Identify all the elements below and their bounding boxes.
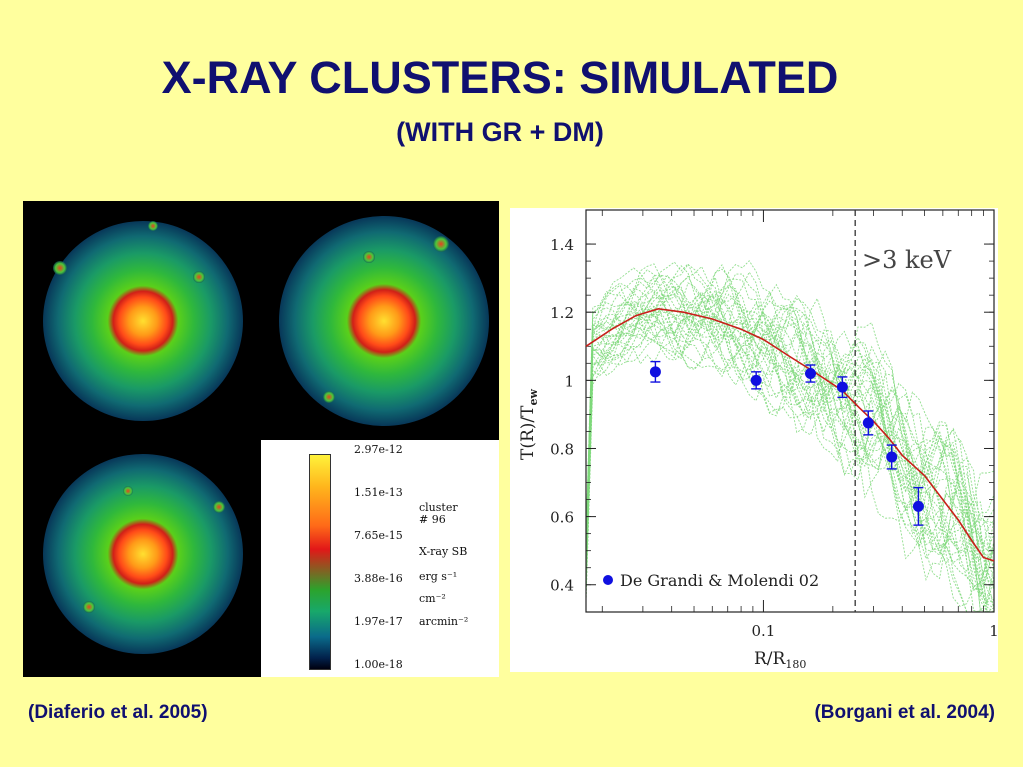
simulated-profile-line xyxy=(585,293,995,583)
simulated-profile-line xyxy=(585,274,995,572)
simulated-profile-line xyxy=(585,261,995,608)
plot-frame xyxy=(585,209,995,613)
simulated-profile-line xyxy=(585,305,995,582)
substructure-clump xyxy=(213,501,225,513)
data-point xyxy=(804,368,816,380)
colorbar-label-line: X-ray SB xyxy=(419,545,468,558)
slide-subtitle: (WITH GR + DM) xyxy=(396,117,604,147)
chart-svg: 0.4 0.6 0.8 1 1.2 1.4 0.1 1 >3 keV R/R180 T(R)/… xyxy=(518,209,999,671)
colorbar-legend: 2.97e-12 1.51e-13 7.65e-15 3.88e-16 1.97… xyxy=(261,440,499,677)
threshold-annotation: >3 keV xyxy=(862,246,952,274)
colorbar-tick: 1.00e-18 xyxy=(354,658,403,671)
substructure-clump xyxy=(323,391,335,403)
simulated-profile-line xyxy=(585,263,995,582)
simulated-profile-line xyxy=(585,286,995,556)
simulated-profile-line xyxy=(585,275,995,607)
data-point xyxy=(862,417,874,429)
data-point xyxy=(649,366,661,378)
simulated-profile-line xyxy=(585,294,994,613)
simulated-profile-line xyxy=(585,294,995,613)
simulated-profile-line xyxy=(585,314,995,602)
colorbar-label-line: # 96 xyxy=(419,513,446,526)
simulated-profile-line xyxy=(585,273,995,572)
xray-maps-panel: 2.97e-12 1.51e-13 7.65e-15 3.88e-16 1.97… xyxy=(23,201,499,677)
chart-legend: De Grandi & Molendi 02 xyxy=(603,571,819,590)
caption-left: (Diaferio et al. 2005) xyxy=(28,702,208,723)
chart-marks xyxy=(585,210,995,612)
temperature-profile-chart: 0.4 0.6 0.8 1 1.2 1.4 0.1 1 >3 keV R/R180 T(R)/… xyxy=(510,208,999,672)
simulated-profile-line xyxy=(585,289,995,554)
chart-axes: 0.4 0.6 0.8 1 1.2 1.4 0.1 1 xyxy=(550,209,999,640)
simulated-profile-line xyxy=(585,282,994,613)
simulated-profile-line xyxy=(585,308,994,613)
simulated-profile-line xyxy=(585,265,995,603)
data-point xyxy=(750,374,762,386)
substructure-clump xyxy=(123,486,133,496)
substructure-clump xyxy=(53,261,67,275)
y-axis-label: T(R)/Tew xyxy=(518,389,540,460)
slide-title: X-RAY CLUSTERS: SIMULATED xyxy=(161,52,839,103)
colorbar-label-line: arcmin⁻² xyxy=(419,615,469,628)
y-tick-label: 0.8 xyxy=(550,440,574,458)
colorbar-tick: 1.97e-17 xyxy=(354,615,403,628)
simulated-profile-line xyxy=(585,274,995,572)
colorbar-tick: 3.88e-16 xyxy=(354,572,403,585)
mean-profile-line xyxy=(585,307,995,562)
x-axis-label: R/R180 xyxy=(754,649,806,671)
y-tick-label: 1 xyxy=(564,372,574,390)
substructure-clump xyxy=(148,221,158,231)
cluster-map-2 xyxy=(279,216,489,426)
simulated-profiles xyxy=(585,260,995,613)
substructure-clump xyxy=(433,236,449,252)
simulated-profile-line xyxy=(585,260,995,557)
y-tick-label: 1.2 xyxy=(550,304,574,322)
substructure-clump xyxy=(363,251,375,263)
simulated-profile-line xyxy=(585,293,995,613)
cluster-map-3 xyxy=(43,454,243,654)
simulated-profile-line xyxy=(585,263,995,591)
simulated-profile-line xyxy=(585,306,995,602)
data-point xyxy=(886,451,898,463)
caption-right: (Borgani et al. 2004) xyxy=(814,702,995,723)
simulated-profile-line xyxy=(585,306,994,613)
y-tick-label: 0.6 xyxy=(550,509,574,527)
simulated-profile-line xyxy=(585,309,995,606)
substructure-clump xyxy=(83,601,95,613)
simulated-profile-line xyxy=(585,291,995,555)
legend-marker xyxy=(603,575,613,585)
simulated-profile-line xyxy=(585,316,995,609)
data-point xyxy=(912,500,924,512)
colorbar-tick: 7.65e-15 xyxy=(354,529,403,542)
colorbar-label-line: cm⁻² xyxy=(419,592,446,605)
colorbar-label-line: cluster xyxy=(419,501,458,514)
colorbar-tick: 1.51e-13 xyxy=(354,486,403,499)
simulated-profile-line xyxy=(585,273,995,613)
legend-label: De Grandi & Molendi 02 xyxy=(620,571,819,590)
simulated-profile-line xyxy=(585,286,995,610)
y-tick-label: 0.4 xyxy=(550,577,574,595)
cluster-map-1 xyxy=(43,221,243,421)
x-tick-label: 1 xyxy=(989,622,998,640)
x-tick-label: 0.1 xyxy=(752,622,776,640)
colorbar-tick: 2.97e-12 xyxy=(354,443,403,456)
colorbar-label-line: erg s⁻¹ xyxy=(419,570,458,583)
data-point xyxy=(836,381,848,393)
y-tick-label: 1.4 xyxy=(550,236,574,254)
substructure-clump xyxy=(193,271,205,283)
colorbar-scale xyxy=(309,454,331,670)
simulated-profile-line xyxy=(585,311,995,591)
